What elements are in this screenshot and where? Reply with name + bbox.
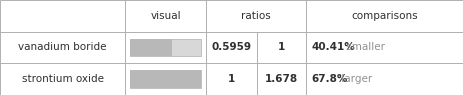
Text: 0.5959: 0.5959 [212,42,251,52]
Bar [130,70,201,88]
Text: smaller: smaller [343,42,385,52]
Text: 1: 1 [278,42,285,52]
Bar [130,39,201,56]
Text: larger: larger [338,74,372,84]
Text: 40.41%: 40.41% [311,42,355,52]
Text: ratios: ratios [241,11,271,21]
Bar [130,39,172,56]
Text: 1.678: 1.678 [265,74,298,84]
Bar [130,70,201,88]
Text: comparisons: comparisons [351,11,418,21]
Text: vanadium boride: vanadium boride [18,42,107,52]
Text: visual: visual [150,11,181,21]
Text: 67.8%: 67.8% [311,74,348,84]
Text: strontium oxide: strontium oxide [21,74,104,84]
Text: 1: 1 [228,74,235,84]
